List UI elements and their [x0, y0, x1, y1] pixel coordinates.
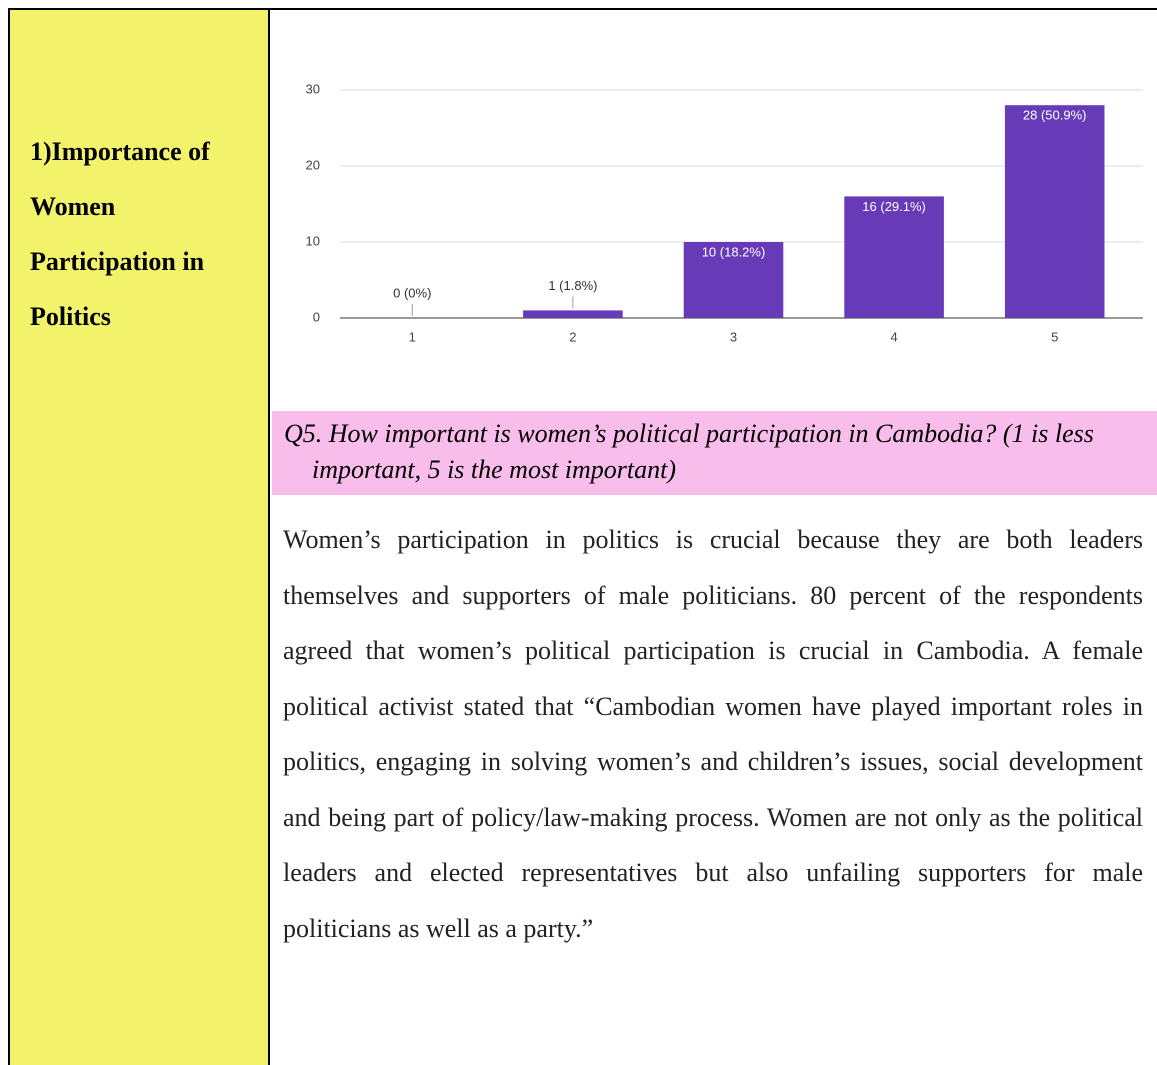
- x-tick-label: 3: [730, 329, 737, 344]
- caption: Q5. How important is women’s political p…: [284, 419, 1094, 484]
- caption-box: Q5. How important is women’s political p…: [272, 411, 1157, 495]
- bar: [523, 310, 623, 318]
- paragraph: Women’s participation in politics is cru…: [283, 525, 1143, 943]
- x-tick-label: 4: [890, 329, 897, 344]
- chart: 0 10 20 30 1 0 (0%) 2 1 (1.8%) 3 10 (18.2%) 4 16 (2…: [306, 81, 1143, 344]
- bar: [683, 242, 784, 318]
- data-label: 1 (1.8%): [548, 278, 597, 293]
- data-label: 10 (18.2%): [702, 244, 766, 259]
- y-tick-label: 10: [306, 233, 320, 248]
- x-tick-label: 1: [409, 329, 416, 344]
- sidebar: [8, 8, 270, 1065]
- y-tick-label: 20: [306, 157, 320, 172]
- x-tick-label: 2: [569, 329, 576, 344]
- bar: [1004, 105, 1105, 318]
- data-label: 28 (50.9%): [1023, 108, 1087, 123]
- y-tick-label: 0: [313, 309, 320, 324]
- data-label: 16 (29.1%): [862, 199, 926, 214]
- x-tick-label: 5: [1051, 329, 1058, 344]
- data-label: 0 (0%): [393, 285, 431, 300]
- top-border: [8, 8, 1157, 10]
- sidebar-heading: 1)Importance of Women Participation in P…: [30, 137, 210, 331]
- bar: [844, 196, 944, 318]
- y-tick-label: 30: [306, 81, 320, 96]
